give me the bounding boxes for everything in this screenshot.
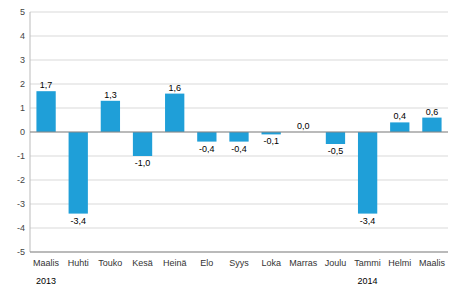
annotation: 2013 [36,276,56,286]
data-label: 0,6 [426,107,439,117]
grid-line [30,156,448,157]
x-tick-label: Maalis [419,258,446,268]
y-tick-label: -3 [17,199,25,209]
x-axis-line [30,252,448,253]
x-tick-label: Touko [98,258,122,268]
bar [422,118,441,132]
x-tick-label: Huhti [68,258,89,268]
bar [229,132,248,142]
grid-line [30,180,448,181]
grid-line [30,108,448,109]
grid-line [30,60,448,61]
grid-line [30,12,448,13]
bar [197,132,216,142]
x-tick-label: Helmi [388,258,411,268]
y-tick-label: 0 [20,127,25,137]
data-label: -0,4 [199,144,215,154]
bar [69,132,88,214]
x-tick-label: Elo [200,258,213,268]
y-tick-label: 2 [20,79,25,89]
y-tick-label: 5 [20,7,25,17]
y-tick-label: 1 [20,103,25,113]
x-tick-label: Kesä [132,258,153,268]
bars [36,91,441,213]
data-label: 0,0 [297,121,310,131]
data-label: 1,7 [40,80,53,90]
bar [390,122,409,132]
data-label: 1,6 [168,83,181,93]
y-tick-label: -2 [17,175,25,185]
bar [326,132,345,144]
bar [133,132,152,156]
x-tick-label: Marras [289,258,318,268]
y-tick-label: -1 [17,151,25,161]
y-tick-label: -4 [17,223,25,233]
bar [358,132,377,214]
data-label: -3,4 [360,216,376,226]
grid-line [30,36,448,37]
chart: -5 -4 -3 -2 -1 0 1 2 3 4 5 1,7 -3,4 1,3 -1,0 1,6 -0,4 -0,… [0,0,454,302]
data-label: -0,5 [328,146,344,156]
grid-line [30,132,448,133]
bar [101,101,120,132]
y-tick-label: 3 [20,55,25,65]
bar [165,94,184,132]
data-label: 1,3 [104,90,117,100]
data-label: -0,4 [231,144,247,154]
grid-line [30,204,448,205]
x-tick-label: Maalis [33,258,60,268]
grid [30,12,448,252]
x-tick-label: Joulu [325,258,347,268]
grid-line [30,84,448,85]
x-tick-label: Heinä [163,258,187,268]
y-tick-label: 4 [20,31,25,41]
annotation: 2014 [358,276,378,286]
data-label: -0,1 [263,136,279,146]
data-label: 0,4 [394,111,407,121]
bar [36,91,55,132]
grid-line [30,228,448,229]
x-tick-label: Loka [261,258,281,268]
data-label: -1,0 [135,158,151,168]
y-tick-label: -5 [17,247,25,257]
grid-line [30,252,448,253]
x-tick-label: Tammi [354,258,381,268]
x-tick-label: Syys [229,258,249,268]
zero-line [30,132,448,133]
data-label: -3,4 [70,216,86,226]
